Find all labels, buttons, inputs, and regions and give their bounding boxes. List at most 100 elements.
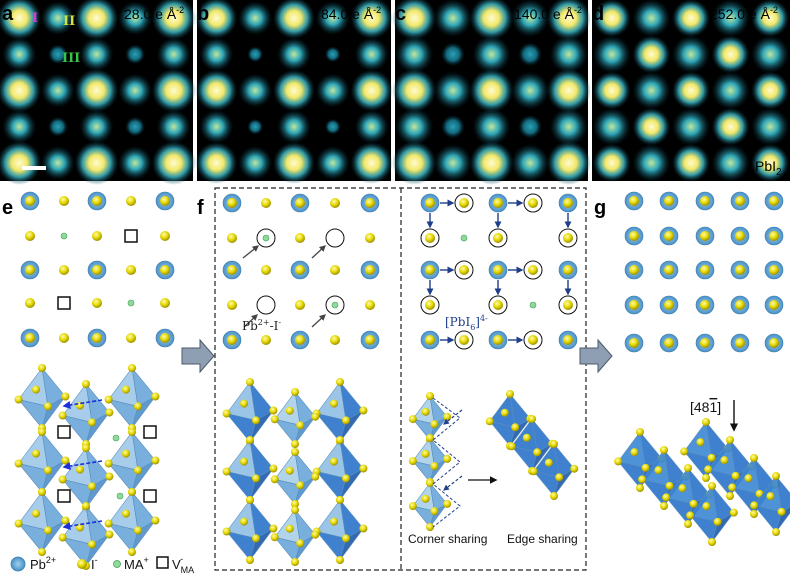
i-atom	[269, 524, 278, 533]
panel-label-c: c	[395, 3, 406, 25]
i-atom	[59, 333, 69, 343]
i-atom	[134, 526, 142, 535]
i-atom	[330, 457, 338, 466]
stem-atom-column	[632, 107, 671, 146]
i-atom	[680, 447, 689, 456]
transition-arrow-e-f	[181, 338, 215, 374]
i-atom	[500, 408, 509, 417]
i-atom	[330, 265, 340, 275]
i-atom	[570, 464, 579, 473]
i-atom	[750, 454, 758, 462]
stem-atom-column	[350, 69, 393, 112]
i-atom	[426, 392, 434, 400]
i-atom	[295, 233, 305, 243]
octahedron-face	[131, 396, 156, 429]
i-atom	[772, 472, 780, 480]
i-atom	[269, 406, 278, 415]
stem-panel-b	[195, 0, 393, 184]
stem-atom-column	[672, 35, 710, 74]
stem-atom-column	[315, 1, 350, 36]
stem-atom-column	[469, 140, 514, 185]
i-atom-column	[629, 196, 639, 206]
stem-atom-column	[549, 35, 588, 74]
i-atom	[459, 335, 469, 345]
stem-atom-column	[79, 109, 114, 144]
i-atom	[61, 456, 70, 465]
stem-atom-column	[433, 0, 472, 38]
stem-atom-column	[511, 143, 550, 182]
i-atom-column	[769, 338, 779, 348]
stem-atom-column	[518, 114, 543, 139]
i-atom-column	[769, 231, 779, 241]
stem-atom-column	[151, 140, 196, 185]
scale-bar	[22, 166, 46, 170]
i-atom	[641, 463, 650, 472]
i-atom	[44, 402, 52, 411]
i-atom-column	[735, 231, 745, 241]
ring-site	[420, 228, 440, 248]
octahedron-face	[429, 416, 448, 441]
i-atom-column	[295, 198, 305, 208]
i-atom	[240, 399, 248, 408]
i-atom-column	[700, 265, 710, 275]
dose-d: 252.0 e Å-2	[710, 5, 778, 22]
octahedra-corner-edge	[408, 390, 579, 531]
stem-atom-column	[47, 44, 68, 65]
i-atom	[222, 527, 231, 536]
stem-atom-column	[433, 71, 472, 110]
stem-atom-column	[156, 109, 191, 144]
i-atom-column	[160, 265, 170, 275]
i-atom-column	[563, 335, 573, 345]
stem-atom-column	[440, 114, 465, 139]
i-atom	[720, 456, 729, 465]
ma-molecule	[262, 234, 270, 242]
i-atom	[744, 474, 753, 483]
i-atom-column	[425, 335, 435, 345]
i-atom-column	[629, 300, 639, 310]
octahedron-face	[429, 458, 448, 483]
ma-molecule	[331, 301, 339, 309]
i-atom	[750, 501, 759, 510]
octahedron-face	[711, 512, 735, 543]
stem-atom-column	[751, 107, 790, 146]
i-atom	[104, 459, 113, 468]
ring-site	[454, 193, 474, 213]
i-atom	[729, 508, 738, 517]
i-atom-column	[700, 300, 710, 310]
rotation-arrow	[443, 475, 463, 491]
stem-atom-column	[199, 37, 234, 72]
lattice-schematic-g	[624, 191, 784, 353]
stem-atom-column	[469, 68, 514, 113]
stem-atom-column	[125, 116, 146, 137]
i-atom	[408, 457, 417, 466]
i-atom	[443, 454, 452, 463]
i-atom	[32, 449, 40, 458]
i-atom-column	[664, 338, 674, 348]
ring-site	[488, 295, 508, 315]
ma-molecule	[112, 434, 120, 442]
i-atom	[285, 524, 294, 533]
i-atom	[92, 298, 102, 308]
i-atom-column	[295, 335, 305, 345]
stem-atom-column	[151, 0, 196, 41]
i-atom	[269, 464, 278, 473]
i-atom	[336, 496, 344, 504]
legend-vacancy: VMA-	[172, 554, 194, 575]
dose-a: 28.0 e Å-2	[124, 5, 184, 22]
stem-atom-column	[118, 145, 153, 180]
stem-atom-column	[751, 35, 790, 74]
i-atom	[563, 300, 573, 310]
i-atom	[105, 408, 114, 417]
i-atom	[82, 380, 90, 388]
i-atom	[336, 556, 344, 564]
i-atom-column	[25, 196, 35, 206]
stem-atom-column	[511, 71, 550, 110]
i-atom	[336, 436, 344, 444]
i-atom	[151, 516, 160, 525]
octahedron-face	[339, 528, 364, 561]
i-atom	[421, 449, 430, 458]
i-atom-column	[629, 338, 639, 348]
i-atom	[222, 467, 231, 476]
site-label-two: II	[63, 14, 75, 29]
i-atom-column	[92, 196, 102, 206]
